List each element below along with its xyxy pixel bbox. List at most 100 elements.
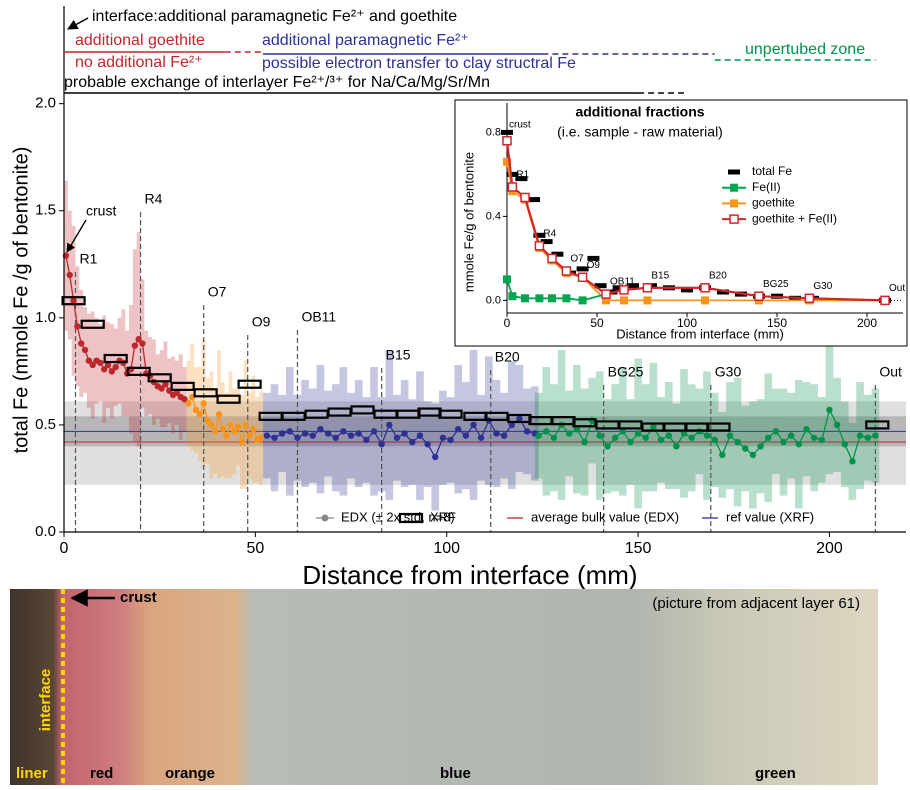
marker (880, 295, 890, 306)
x-tick-label: 100 (433, 540, 460, 557)
edx-point (424, 440, 431, 448)
point-label: R1 (516, 170, 529, 181)
interface-label: interface (37, 669, 54, 732)
zone-label: red (90, 765, 113, 782)
marker (503, 157, 511, 166)
edx-point (619, 428, 626, 435)
point-label: R4 (543, 228, 556, 239)
y-axis-label: mmole Fe/g of bentonite (461, 152, 476, 292)
sample-label: G30 (715, 364, 742, 380)
edx-point (135, 336, 142, 343)
edx-point (810, 434, 818, 441)
edx-point (332, 434, 339, 441)
edx-point (573, 426, 581, 433)
point-label: OB11 (610, 277, 635, 288)
legend-label: EDX (± 2x std, n=8) (341, 509, 455, 524)
edx-point (543, 428, 550, 435)
edx-point (493, 430, 500, 437)
legend-swatch (730, 199, 738, 208)
y-tick-label: 0.8 (486, 126, 501, 138)
edx-point (211, 428, 219, 435)
edx-point (257, 434, 265, 441)
photo: crust interface (picture from adjacent l… (10, 589, 878, 785)
series-line (505, 140, 886, 302)
xrf-box (61, 296, 86, 306)
edx-point (370, 428, 378, 435)
edx-point (81, 346, 89, 354)
marker (681, 287, 693, 293)
edx-point (340, 428, 347, 435)
y-tick-label: 2.0 (35, 95, 56, 112)
edx-point (803, 426, 810, 433)
edx-point (181, 396, 188, 403)
marker (548, 294, 556, 303)
edx-point (841, 440, 848, 448)
legend-label: goethite (752, 196, 795, 210)
xrf-box (170, 381, 195, 391)
edx-point (409, 438, 416, 446)
edx-point (108, 368, 116, 375)
marker (754, 291, 764, 301)
edx-point (742, 445, 749, 452)
point-label: BG25 (763, 279, 789, 290)
zone-text: probable exchange of interlayer Fe²⁺/³⁺ … (64, 74, 490, 91)
edx-point (872, 432, 879, 439)
x-tick-label: 0 (60, 540, 69, 557)
edx-point (219, 426, 227, 433)
edx-point (78, 340, 85, 347)
marker (627, 283, 639, 289)
y-tick-label: 0.4 (486, 210, 501, 222)
x-axis-label: Distance from interface (mm) (616, 326, 784, 341)
edx-point (726, 432, 734, 439)
inset-title: additional fractions (575, 104, 704, 120)
edx-point (581, 438, 588, 446)
marker (528, 197, 540, 203)
marker (501, 129, 513, 135)
edx-point (324, 430, 332, 437)
edx-point (200, 400, 207, 407)
marker (502, 136, 512, 146)
point-label: crust (509, 119, 531, 130)
marker (540, 239, 553, 245)
edx-point (242, 421, 249, 429)
x-tick-label: 100 (677, 316, 697, 330)
marker (619, 285, 629, 295)
edx-point (757, 443, 764, 450)
edx-point (131, 342, 139, 349)
xrf-box (193, 388, 218, 398)
edx-point (665, 432, 672, 439)
edx-point (192, 406, 200, 414)
edx-point (611, 434, 619, 441)
sample-label: BG25 (608, 364, 644, 380)
x-tick-label: 200 (816, 540, 843, 557)
point-label: O9 (587, 260, 601, 271)
marker (515, 176, 528, 182)
edx-point (833, 421, 841, 429)
inset-subtitle: (i.e. sample - raw material) (557, 124, 723, 140)
marker (578, 296, 587, 305)
zone-text: no additional Fe²⁺ (75, 54, 203, 71)
x-tick-label: 0 (504, 316, 511, 330)
sample-label: B15 (386, 347, 411, 363)
y-axis-label: total Fe (mmole Fe /g of bentonite) (10, 147, 32, 454)
xrf-box (126, 366, 151, 376)
y-tick-label: 0.0 (486, 294, 501, 306)
edx-point (89, 361, 96, 369)
edx-point (447, 436, 454, 444)
edx-point (238, 438, 246, 446)
edx-point (596, 432, 604, 439)
edx-point (477, 434, 485, 441)
sample-label: B20 (495, 349, 520, 365)
y-tick-label: 0.0 (35, 523, 56, 540)
edx-point (849, 458, 856, 465)
edx-point (231, 428, 238, 435)
edx-point (294, 434, 301, 441)
legend-label: total Fe (752, 164, 792, 178)
xrf-box (706, 422, 731, 432)
edx-point (215, 411, 223, 418)
x-tick-label: 50 (246, 540, 264, 557)
edx-point (627, 438, 634, 446)
edx-point (355, 430, 362, 437)
edx-point (401, 430, 408, 437)
legend-label: XRF (430, 509, 456, 524)
